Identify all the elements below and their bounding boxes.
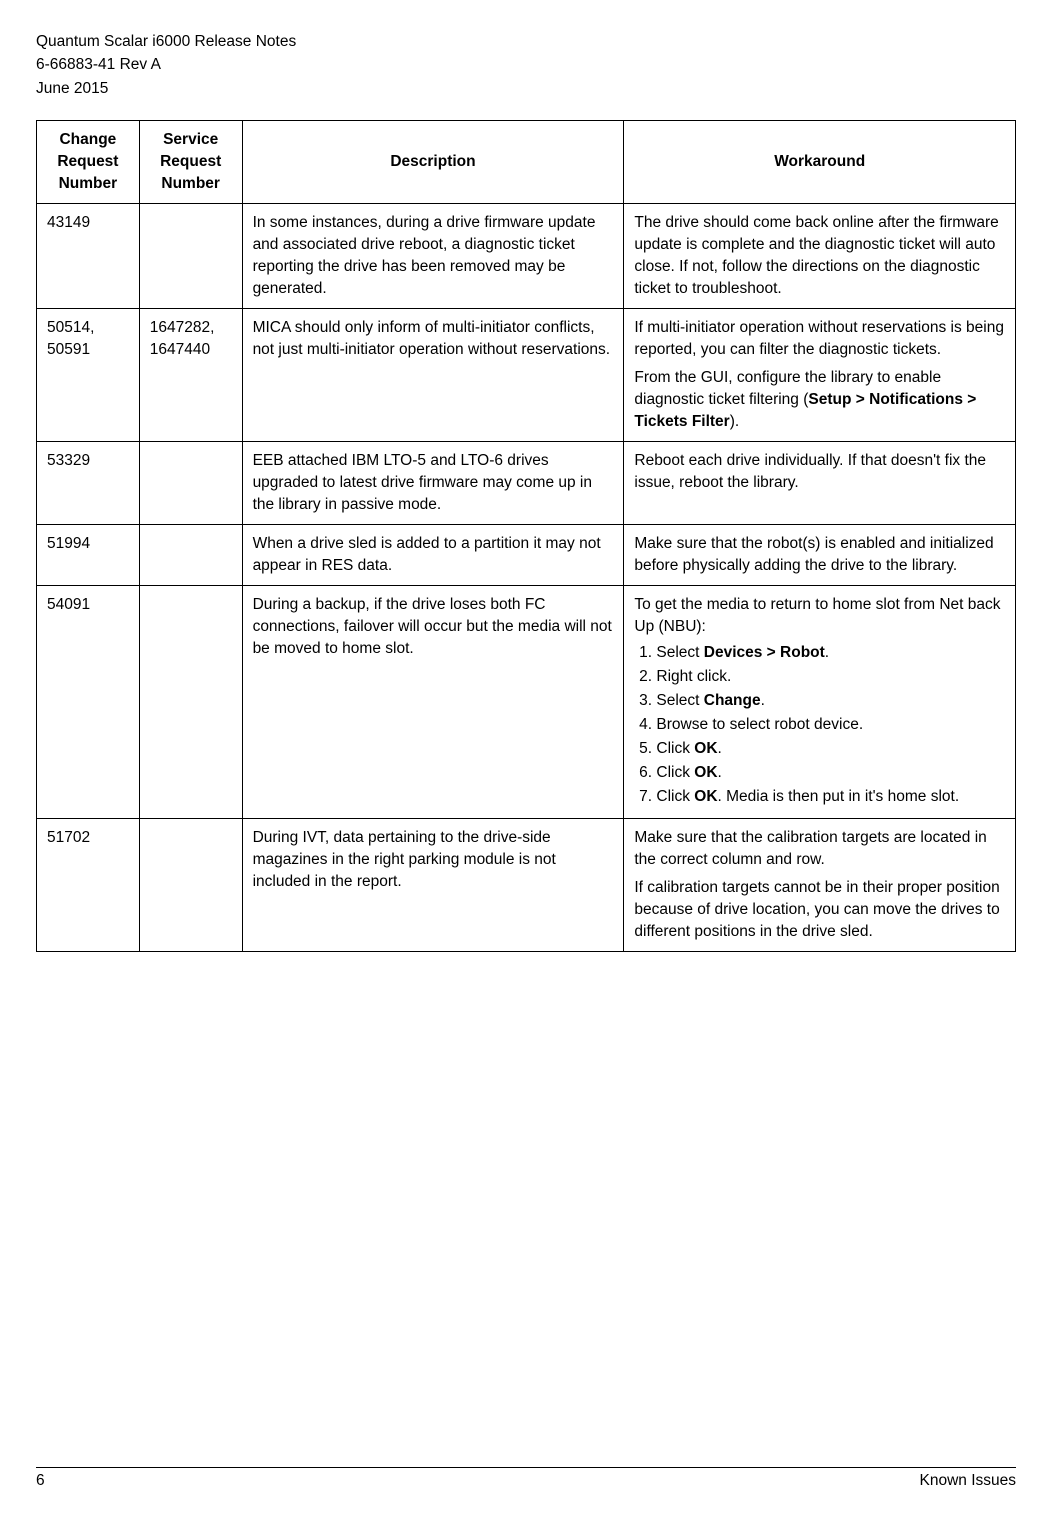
cell-desc: EEB attached IBM LTO-5 and LTO-6 drives … <box>242 441 624 524</box>
wa-paragraph: Make sure that the calibration targets a… <box>634 827 1005 871</box>
page-number: 6 <box>36 1472 45 1490</box>
step-bold: Devices > Robot <box>704 644 825 661</box>
cell-wa: The drive should come back online after … <box>624 203 1016 308</box>
doc-date: June 2015 <box>36 77 1016 100</box>
cell-wa: If multi-initiator operation without res… <box>624 308 1016 441</box>
wa-intro: To get the media to return to home slot … <box>634 594 1005 638</box>
cell-cr: 54091 <box>37 585 140 818</box>
step-text: . <box>718 764 722 781</box>
col-header-cr: Change Request Number <box>37 120 140 203</box>
cell-cr: 43149 <box>37 203 140 308</box>
step-text: Click <box>656 788 694 805</box>
step-text: Click <box>656 764 694 781</box>
step: Select Change. <box>656 690 1005 712</box>
step-bold: Change <box>704 692 761 709</box>
step-text: Select <box>656 692 703 709</box>
step-text: . Media is then put in it's home slot. <box>718 788 960 805</box>
step: Click OK. <box>656 738 1005 760</box>
step-text: . <box>825 644 829 661</box>
table-row: 51702 During IVT, data pertaining to the… <box>37 818 1016 951</box>
col-header-desc: Description <box>242 120 624 203</box>
wa-paragraph: If calibration targets cannot be in thei… <box>634 877 1005 943</box>
cell-cr: 51702 <box>37 818 140 951</box>
cell-sr <box>139 203 242 308</box>
step: Select Devices > Robot. <box>656 642 1005 664</box>
wa-paragraph: From the GUI, configure the library to e… <box>634 367 1005 433</box>
table-row: 51994 When a drive sled is added to a pa… <box>37 524 1016 585</box>
step: Right click. <box>656 666 1005 688</box>
table-row: 54091 During a backup, if the drive lose… <box>37 585 1016 818</box>
step-text: Select <box>656 644 703 661</box>
doc-title: Quantum Scalar i6000 Release Notes <box>36 30 1016 53</box>
cell-wa: Make sure that the robot(s) is enabled a… <box>624 524 1016 585</box>
cell-cr: 50514, 50591 <box>37 308 140 441</box>
page-header: Quantum Scalar i6000 Release Notes 6-668… <box>36 30 1016 100</box>
cell-desc: During IVT, data pertaining to the drive… <box>242 818 624 951</box>
wa-steps: Select Devices > Robot. Right click. Sel… <box>634 642 1005 808</box>
cell-wa: Reboot each drive individually. If that … <box>624 441 1016 524</box>
issues-table: Change Request Number Service Request Nu… <box>36 120 1016 952</box>
cell-wa: To get the media to return to home slot … <box>624 585 1016 818</box>
cell-wa: Make sure that the calibration targets a… <box>624 818 1016 951</box>
table-header-row: Change Request Number Service Request Nu… <box>37 120 1016 203</box>
col-header-sr: Service Request Number <box>139 120 242 203</box>
table-row: 53329 EEB attached IBM LTO-5 and LTO-6 d… <box>37 441 1016 524</box>
cell-desc: When a drive sled is added to a partitio… <box>242 524 624 585</box>
page-footer: 6 Known Issues <box>36 1467 1016 1490</box>
footer-section: Known Issues <box>920 1472 1017 1490</box>
step: Browse to select robot device. <box>656 714 1005 736</box>
doc-id: 6-66883-41 Rev A <box>36 53 1016 76</box>
step-bold: OK <box>694 764 717 781</box>
step: Click OK. <box>656 762 1005 784</box>
col-header-wa: Workaround <box>624 120 1016 203</box>
cell-sr: 1647282, 1647440 <box>139 308 242 441</box>
step-text: . <box>718 740 722 757</box>
cell-sr <box>139 524 242 585</box>
cell-sr <box>139 818 242 951</box>
cell-sr <box>139 441 242 524</box>
step-text: . <box>761 692 765 709</box>
step-bold: OK <box>694 740 717 757</box>
cell-desc: During a backup, if the drive loses both… <box>242 585 624 818</box>
cell-desc: In some instances, during a drive firmwa… <box>242 203 624 308</box>
cell-desc: MICA should only inform of multi-initiat… <box>242 308 624 441</box>
wa-paragraph: If multi-initiator operation without res… <box>634 317 1005 361</box>
table-row: 43149 In some instances, during a drive … <box>37 203 1016 308</box>
cell-sr <box>139 585 242 818</box>
cell-cr: 53329 <box>37 441 140 524</box>
table-row: 50514, 50591 1647282, 1647440 MICA shoul… <box>37 308 1016 441</box>
step-text: Click <box>656 740 694 757</box>
cell-cr: 51994 <box>37 524 140 585</box>
wa-text: ). <box>730 413 739 430</box>
step: Click OK. Media is then put in it's home… <box>656 786 1005 808</box>
step-bold: OK <box>694 788 717 805</box>
